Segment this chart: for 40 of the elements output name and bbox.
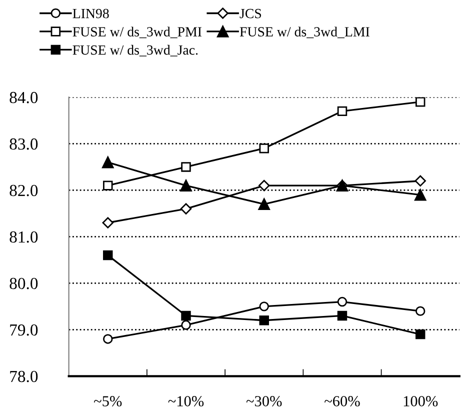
point [103, 334, 113, 344]
y-tick-label: 78.0 [10, 370, 38, 382]
legend-label: LIN98 [72, 8, 109, 18]
point [103, 180, 113, 190]
point [181, 310, 191, 321]
legend-label: FUSE w/ ds_3wd_LMI [240, 26, 370, 38]
x-tick-label: ~30% [246, 396, 282, 406]
y-tick-label: 84.0 [10, 92, 38, 104]
x-tick-label: ~60% [324, 396, 360, 406]
point [259, 302, 269, 312]
point [102, 156, 114, 168]
x-tick-label: 100% [404, 396, 438, 406]
point [337, 296, 348, 307]
y-tick-label: 82.0 [10, 184, 38, 196]
point [102, 217, 114, 228]
point [103, 250, 113, 260]
y-tick-label: 83.0 [10, 138, 38, 150]
legend-label: FUSE w/ ds_3wd_PMI [72, 26, 202, 38]
point [259, 144, 269, 154]
legend-label: JCS [240, 8, 262, 18]
point [180, 180, 192, 192]
point [181, 162, 191, 172]
y-tick-label: 79.0 [10, 324, 38, 336]
point [258, 180, 270, 192]
point [414, 175, 426, 187]
y-tick-label: 81.0 [10, 231, 38, 243]
point [416, 97, 426, 107]
point [337, 310, 348, 321]
legend-label: FUSE w/ ds_3wd_Jac. [72, 44, 198, 56]
point [416, 306, 426, 316]
point [258, 198, 270, 210]
x-tick-label: ~5% [94, 396, 122, 406]
point [337, 106, 348, 116]
point [416, 329, 426, 340]
point [259, 316, 269, 326]
x-tick-label: ~10% [168, 396, 204, 406]
y-tick-label: 80.0 [10, 278, 38, 290]
point [181, 320, 191, 330]
point [180, 203, 192, 214]
point [414, 188, 426, 201]
